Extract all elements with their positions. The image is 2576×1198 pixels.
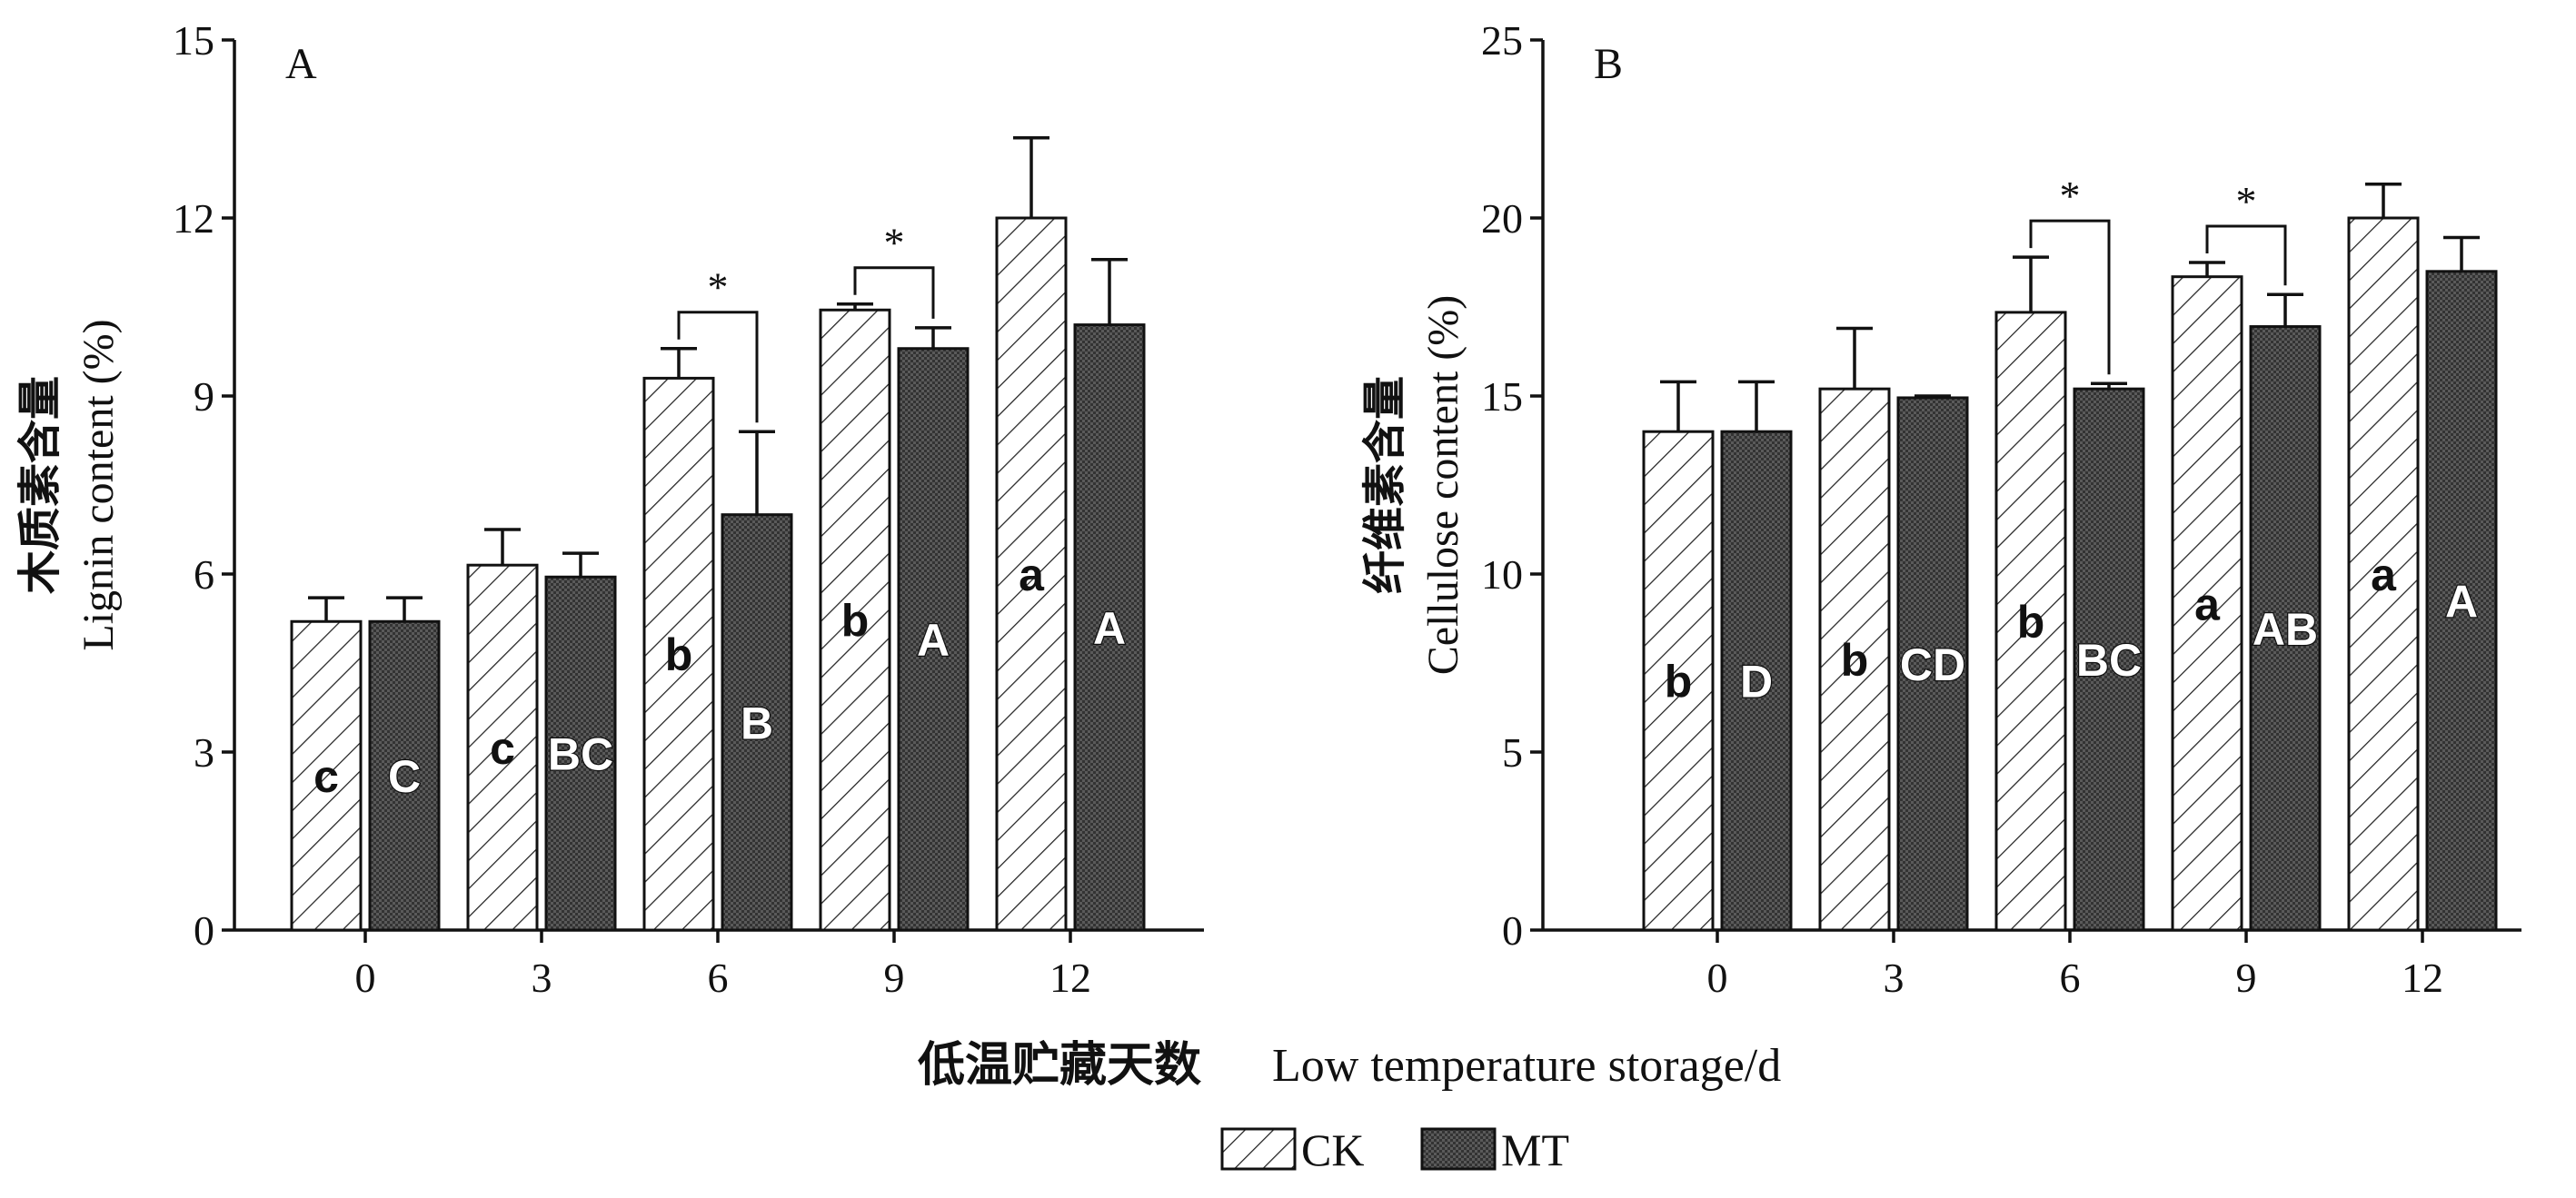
- significance-bracket: [2029, 219, 2111, 375]
- significance-letter: BC: [2076, 635, 2142, 686]
- x-tick-label: 3: [1884, 955, 1905, 1001]
- bar-mt: [1720, 430, 1793, 932]
- x-tick-label: 9: [884, 955, 905, 1001]
- bar-ck: [2347, 216, 2420, 932]
- bar-ck: [1818, 387, 1891, 932]
- significance-bracket: [2205, 224, 2287, 286]
- y-axis-title-en: Lignin content (%): [75, 319, 123, 650]
- legend-label-mt: MT: [1501, 1124, 1569, 1175]
- significance-letter: b: [1665, 657, 1693, 708]
- y-tick-label: 3: [194, 729, 214, 776]
- significance-letter: D: [1740, 657, 1773, 708]
- legend-swatch-ck: [1220, 1127, 1297, 1171]
- bar-ck: [1994, 311, 2067, 932]
- y-axis-title-zh: 纤维素含量: [1361, 376, 1409, 594]
- bar-mt: [1073, 323, 1146, 932]
- y-tick-label: 15: [173, 17, 214, 64]
- bar-mt: [368, 619, 441, 932]
- y-axis-title-zh: 木质素含量: [16, 376, 65, 594]
- significance-letter: a: [1019, 549, 1045, 600]
- significance-letter: b: [2017, 597, 2045, 648]
- x-axis-title-zh: 低温贮藏天数: [918, 1039, 1201, 1092]
- significance-letter: A: [917, 615, 950, 666]
- panel-label: B: [1594, 40, 1623, 88]
- x-axis-title-en: Low temperature storage/d: [1272, 1040, 1781, 1092]
- y-tick-label: 15: [1481, 373, 1523, 420]
- y-tick-label: 6: [194, 551, 214, 598]
- x-tick-label: 12: [2402, 955, 2443, 1001]
- significance-bracket: [853, 266, 935, 319]
- bar-mt: [1896, 396, 1969, 932]
- bar-ck: [2171, 275, 2243, 932]
- bar-ck: [819, 308, 891, 932]
- legend-swatch-mt: [1420, 1127, 1497, 1171]
- x-tick-label: 12: [1049, 955, 1091, 1001]
- significance-star: *: [2060, 173, 2081, 219]
- x-tick-label: 6: [2060, 955, 2081, 1001]
- y-tick-label: 25: [1481, 17, 1523, 64]
- bar-ck: [466, 563, 539, 932]
- significance-letter: a: [2371, 549, 2397, 600]
- significance-letter: BC: [548, 729, 613, 780]
- y-tick-label: 20: [1481, 195, 1523, 242]
- y-tick-label: 9: [194, 373, 214, 420]
- significance-star: *: [884, 220, 905, 266]
- significance-letter: AB: [2253, 604, 2318, 655]
- significance-letter: A: [1093, 603, 1126, 654]
- bar-mt: [544, 575, 617, 932]
- significance-letter: B: [741, 698, 773, 748]
- significance-letter: b: [1841, 635, 1869, 686]
- legend: CK MT: [1220, 1124, 1569, 1175]
- y-tick-label: 12: [173, 195, 214, 242]
- x-tick-label: 3: [532, 955, 552, 1001]
- panel-label: A: [285, 40, 317, 88]
- significance-star: *: [708, 264, 729, 311]
- bar-mt: [721, 513, 793, 932]
- y-tick-label: 0: [1502, 907, 1523, 954]
- significance-letter: b: [841, 596, 870, 647]
- significance-letter: c: [313, 751, 339, 802]
- significance-letter: b: [665, 629, 693, 680]
- x-tick-label: 6: [708, 955, 729, 1001]
- y-axis-title-en: Cellulose content (%): [1419, 295, 1467, 676]
- significance-letter: c: [490, 723, 515, 774]
- significance-bracket: [677, 311, 759, 423]
- bar-mt: [2425, 270, 2498, 932]
- legend-label-ck: CK: [1301, 1124, 1364, 1175]
- y-tick-label: 10: [1481, 551, 1523, 598]
- bar-ck: [642, 376, 715, 932]
- bar-ck: [995, 216, 1068, 932]
- bar-ck: [1642, 430, 1715, 932]
- x-tick-label: 0: [1707, 955, 1728, 1001]
- significance-letter: a: [2194, 579, 2221, 629]
- x-tick-label: 9: [2236, 955, 2257, 1001]
- significance-star: *: [2236, 178, 2257, 224]
- significance-letter: CD: [1900, 639, 1965, 690]
- y-tick-label: 0: [194, 907, 214, 954]
- bar-mt: [2073, 387, 2145, 932]
- significance-letter: A: [2445, 576, 2478, 627]
- significance-letter: C: [388, 751, 421, 802]
- y-tick-label: 5: [1502, 729, 1523, 776]
- x-tick-label: 0: [355, 955, 376, 1001]
